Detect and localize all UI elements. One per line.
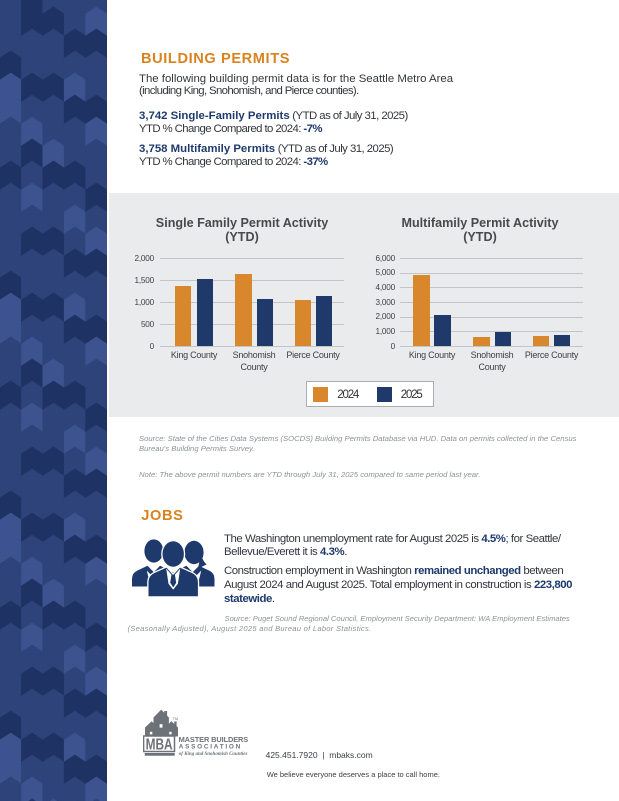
- svg-text:MBA: MBA: [146, 736, 173, 753]
- svg-text:ASSOCIATION: ASSOCIATION: [179, 744, 242, 751]
- svg-text:of King and Snohomish Counties: of King and Snohomish Counties: [179, 752, 248, 757]
- svg-text:MASTER BUILDERS: MASTER BUILDERS: [179, 735, 249, 744]
- svg-text:TM: TM: [173, 717, 178, 721]
